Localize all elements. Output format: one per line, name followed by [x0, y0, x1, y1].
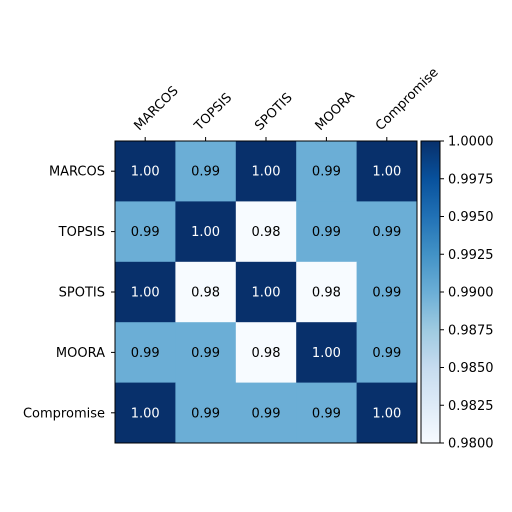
heatmap-cell-marcos-compromise	[356, 141, 418, 202]
heatmap-cell-marcos-moora	[296, 141, 358, 202]
row-label-moora: MOORA	[56, 346, 105, 361]
cell-value-label-spotis-topsis: 0.98	[191, 286, 220, 301]
cell-value-label-topsis-marcos: 0.99	[131, 225, 160, 240]
row-label-spotis: SPOTIS	[59, 286, 105, 301]
heatmap-cell-topsis-compromise	[356, 201, 418, 263]
colorbar-tick-label: 0.9900	[448, 286, 494, 301]
heatmap-cell-spotis-compromise	[356, 261, 418, 323]
colorbar-tick-label: 0.9875	[448, 323, 494, 338]
heatmap-cell-compromise-compromise	[356, 382, 418, 444]
column-label-moora: MOORA	[313, 88, 358, 133]
colorbar-tick-label: 0.9825	[448, 399, 494, 414]
cell-value-label-marcos-compromise: 1.00	[372, 165, 401, 180]
heatmap-cell-marcos-spotis	[235, 141, 297, 202]
heatmap-cell-moora-topsis	[175, 322, 237, 384]
column-label-compromise: Compromise	[373, 65, 442, 134]
colorbar-tick-label: 0.9800	[448, 437, 494, 452]
heatmap-cell-marcos-topsis	[175, 141, 237, 202]
heatmap-cell-compromise-spotis	[235, 382, 297, 444]
cell-value-label-marcos-topsis: 0.99	[191, 165, 220, 180]
cell-value-label-spotis-compromise: 0.99	[372, 286, 401, 301]
row-label-marcos: MARCOS	[49, 165, 105, 180]
row-label-compromise: Compromise	[23, 406, 105, 421]
cell-value-label-topsis-moora: 0.99	[312, 225, 341, 240]
colorbar-tick-label: 0.9975	[448, 172, 494, 187]
colorbar-tick-label: 0.9950	[448, 210, 494, 225]
cell-value-label-moora-moora: 1.00	[312, 346, 341, 361]
cell-value-label-compromise-spotis: 0.99	[252, 406, 281, 421]
heatmap-cell-spotis-topsis	[175, 261, 237, 323]
heatmap-cell-spotis-marcos	[115, 261, 176, 323]
column-tick-labels: MARCOS TOPSIS SPOTIS MOORA Compromise	[131, 65, 442, 141]
cell-value-label-moora-marcos: 0.99	[131, 346, 160, 361]
heatmap-cell-moora-compromise	[356, 322, 418, 384]
heatmap-cell-topsis-spotis	[235, 201, 297, 263]
heatmap-cell-marcos-marcos	[115, 141, 176, 202]
heatmap-cell-labels: 1.00 0.99 1.00 0.99 1.00 0.99 1.00 0.98 0.99 0.99…	[131, 165, 402, 422]
column-label-topsis: TOPSIS	[191, 90, 235, 134]
cell-value-label-topsis-spotis: 0.98	[252, 225, 281, 240]
cell-value-label-compromise-topsis: 0.99	[191, 406, 220, 421]
cell-value-label-compromise-moora: 0.99	[312, 406, 341, 421]
cell-value-label-spotis-marcos: 1.00	[131, 286, 160, 301]
cell-value-label-spotis-moora: 0.98	[312, 286, 341, 301]
colorbar-gradient	[420, 140, 441, 444]
colorbar-tick-label: 0.9850	[448, 361, 494, 376]
heatmap-cell-compromise-marcos	[115, 382, 176, 444]
cell-value-label-compromise-compromise: 1.00	[372, 406, 401, 421]
heatmap-cell-topsis-topsis	[175, 201, 237, 263]
colorbar: 0.9800 0.9825 0.9850 0.9875 0.9900 0.9925 0.99…	[420, 135, 494, 452]
cell-value-label-topsis-topsis: 1.00	[191, 225, 220, 240]
colorbar-tick-label: 1.0000	[448, 135, 494, 150]
cell-value-label-marcos-marcos: 1.00	[131, 165, 160, 180]
row-label-topsis: TOPSIS	[58, 225, 105, 240]
cell-value-label-topsis-compromise: 0.99	[372, 225, 401, 240]
column-label-spotis: SPOTIS	[252, 90, 295, 133]
column-label-marcos: MARCOS	[131, 84, 181, 134]
heatmap-frame	[114, 140, 418, 444]
cell-value-label-moora-spotis: 0.98	[252, 346, 281, 361]
cell-value-label-spotis-spotis: 1.00	[252, 286, 281, 301]
cell-value-label-marcos-spotis: 1.00	[252, 165, 281, 180]
heatmap-cell-compromise-topsis	[175, 382, 237, 444]
heatmap-cell-moora-marcos	[115, 322, 176, 384]
row-tick-labels: MARCOS TOPSIS SPOTIS MOORA Compromise	[23, 165, 115, 421]
cell-value-label-marcos-moora: 0.99	[312, 165, 341, 180]
colorbar-tick-label: 0.9925	[448, 248, 494, 263]
cell-value-label-compromise-marcos: 1.00	[131, 406, 160, 421]
heatmap-cell-spotis-spotis	[235, 261, 297, 323]
heatmap-cell-compromise-moora	[296, 382, 358, 444]
cell-value-label-moora-compromise: 0.99	[372, 346, 401, 361]
heatmap-cell-moora-spotis	[235, 322, 297, 384]
heatmap-cell-spotis-moora	[296, 261, 358, 323]
heatmap-cell-moora-moora	[296, 322, 358, 384]
heatmap-cell-topsis-moora	[296, 201, 358, 263]
heatmap-cell-topsis-marcos	[115, 201, 176, 263]
heatmap-cells	[115, 141, 418, 444]
cell-value-label-moora-topsis: 0.99	[191, 346, 220, 361]
